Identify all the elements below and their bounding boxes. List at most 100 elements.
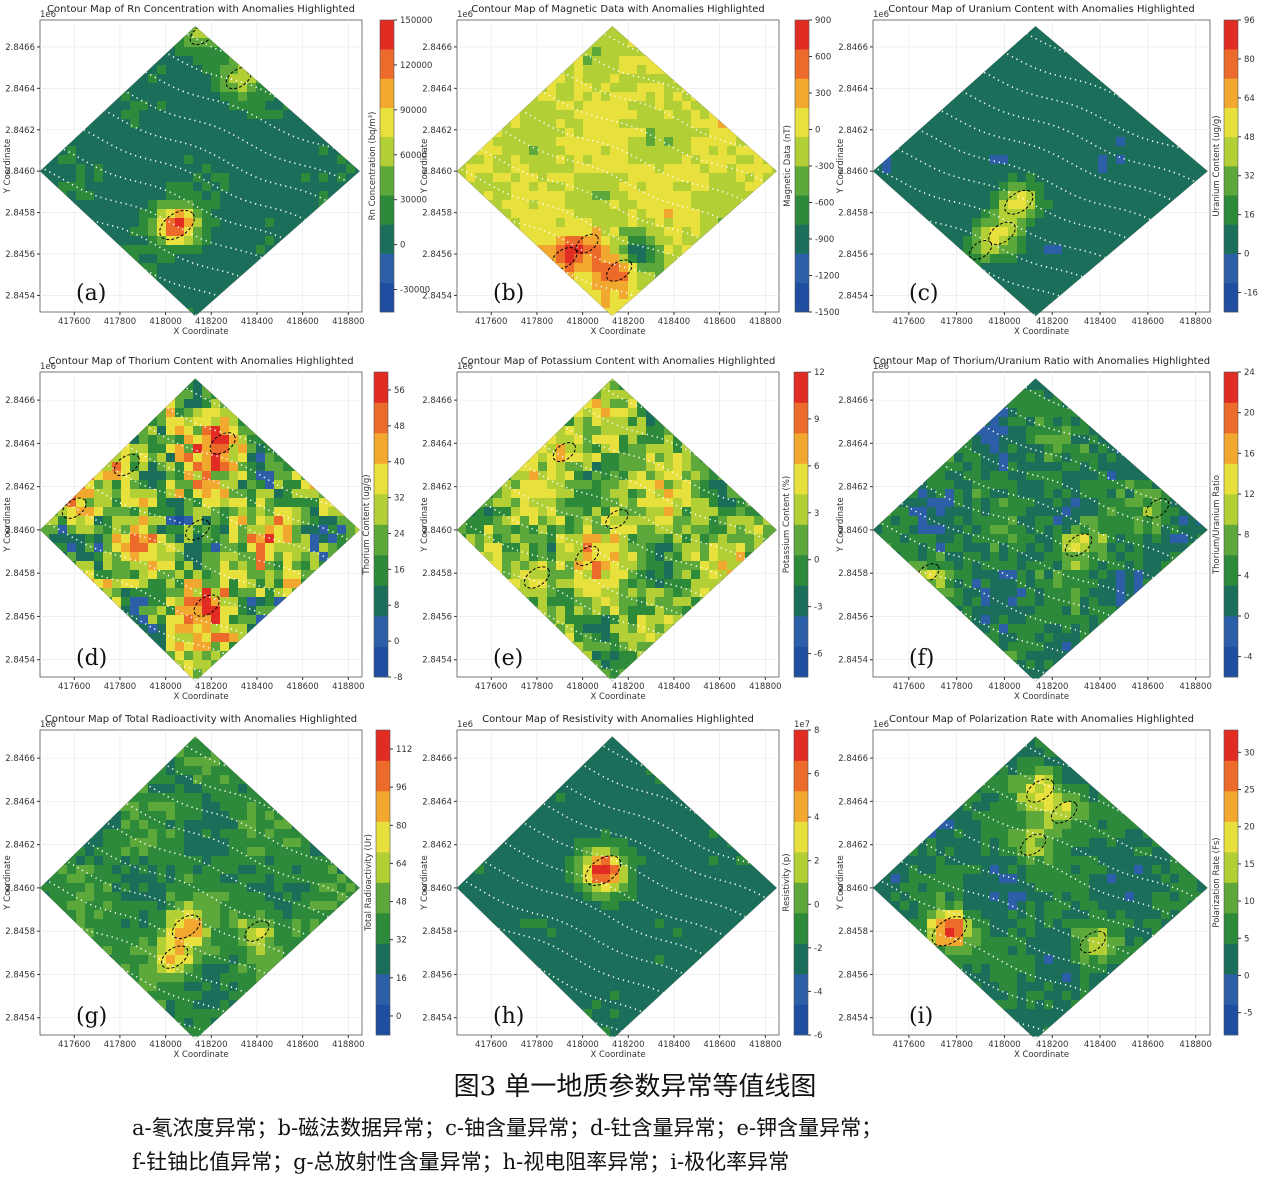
contour-cell — [511, 146, 521, 156]
contour-cell — [229, 615, 239, 625]
contour-cell — [1053, 110, 1063, 120]
contour-cell — [709, 137, 719, 147]
contour-cell — [211, 417, 221, 427]
contour-cell — [220, 642, 230, 652]
contour-cell — [157, 507, 167, 517]
contour-cell — [619, 164, 629, 174]
contour-cell — [166, 182, 176, 192]
contour-cell — [972, 209, 982, 219]
contour-cell — [67, 525, 77, 535]
contour-cell — [547, 110, 557, 120]
contour-cell — [184, 579, 194, 589]
contour-cell — [691, 101, 701, 111]
contour-cell — [148, 462, 158, 472]
contour-cell — [211, 128, 221, 138]
contour-cell — [229, 65, 239, 75]
contour-cell — [963, 182, 973, 192]
contour-cell — [1026, 200, 1036, 210]
contour-cell — [1134, 155, 1144, 165]
contour-cell — [148, 597, 158, 607]
contour-cell — [220, 606, 230, 616]
contour-cell — [556, 209, 566, 219]
contour-cell — [981, 209, 991, 219]
contour-cell — [1062, 128, 1072, 138]
contour-cell — [265, 489, 275, 499]
contour-cell — [700, 191, 710, 201]
contour-cell — [166, 597, 176, 607]
contour-cell — [157, 191, 167, 201]
contour-cell — [175, 642, 185, 652]
contour-cell — [274, 489, 284, 499]
contour-cell — [256, 543, 266, 553]
contour-cell — [247, 74, 257, 84]
contour-cell — [175, 182, 185, 192]
contour-cell — [166, 218, 176, 228]
x-tick-label: 418600 — [703, 317, 735, 327]
contour-cell — [999, 92, 1009, 102]
contour-cell — [682, 173, 692, 183]
contour-cell — [103, 525, 113, 535]
contour-cell — [166, 543, 176, 553]
contour-cell — [927, 146, 937, 156]
contour-cell — [1017, 164, 1027, 174]
contour-cell — [148, 507, 158, 517]
contour-cell — [292, 471, 302, 481]
contour-cell — [94, 498, 104, 508]
contour-cell — [247, 435, 257, 445]
contour-cell — [1044, 47, 1054, 57]
contour-cell — [1098, 173, 1108, 183]
contour-cell — [673, 128, 683, 138]
contour-cell — [193, 453, 203, 463]
contour-cell — [990, 218, 1000, 228]
contour-cell — [682, 128, 692, 138]
contour-cell — [157, 173, 167, 183]
contour-cell — [337, 182, 347, 192]
contour-cell — [166, 92, 176, 102]
colorbar-tick-label: 64 — [1244, 94, 1255, 104]
contour-cell — [1017, 299, 1027, 309]
contour-cell — [94, 146, 104, 156]
contour-cell — [520, 173, 530, 183]
contour-cell — [220, 624, 230, 634]
y-tick-label: 2.8466 — [838, 43, 868, 53]
contour-cell — [718, 209, 728, 219]
contour-cell — [148, 191, 158, 201]
contour-cell — [601, 218, 611, 228]
contour-cell — [220, 218, 230, 228]
contour-cell — [655, 164, 665, 174]
contour-cell — [945, 101, 955, 111]
contour-cell — [85, 164, 95, 174]
contour-cell — [493, 164, 503, 174]
contour-cell — [202, 471, 212, 481]
contour-cell — [202, 624, 212, 634]
contour-cell — [918, 200, 928, 210]
contour-cell — [927, 137, 937, 147]
contour-cell — [148, 164, 158, 174]
contour-cell — [130, 227, 140, 237]
contour-cell — [283, 471, 293, 481]
chart-panel-1: 417600 417800 418000 418200 418400 418600 4188… — [3, 4, 432, 337]
contour-cell — [220, 92, 230, 102]
contour-cell — [148, 471, 158, 481]
contour-cell — [520, 137, 530, 147]
contour-cell — [229, 146, 239, 156]
colorbar-segment — [1224, 78, 1238, 108]
contour-cell — [139, 218, 149, 228]
contour-cell — [112, 119, 122, 129]
contour-cell — [121, 525, 131, 535]
contour-cell — [981, 137, 991, 147]
contour-cell — [511, 137, 521, 147]
contour-cell — [918, 182, 928, 192]
contour-cell — [936, 119, 946, 129]
contour-cell — [166, 471, 176, 481]
contour-cell — [256, 218, 266, 228]
contour-cell — [511, 209, 521, 219]
contour-cell — [1161, 191, 1171, 201]
contour-cell — [1026, 101, 1036, 111]
contour-cell — [247, 191, 257, 201]
contour-cell — [1008, 272, 1018, 282]
contour-cell — [265, 200, 275, 210]
contour-cell — [1017, 146, 1027, 156]
contour-cell — [130, 516, 140, 526]
contour-cell — [310, 200, 320, 210]
